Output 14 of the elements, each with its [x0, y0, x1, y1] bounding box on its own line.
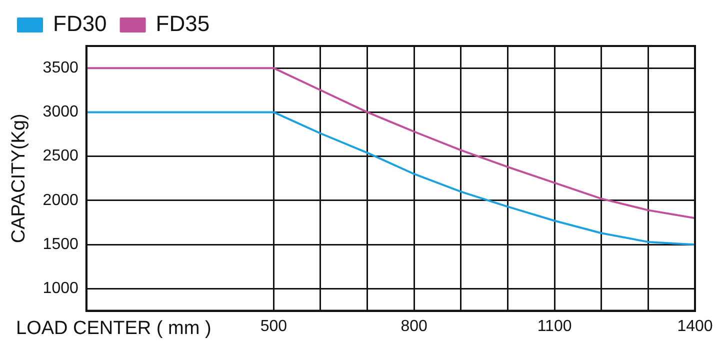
y-tick-label: 1500: [42, 236, 78, 254]
y-tick-label: 3000: [42, 104, 78, 121]
y-tick-label: 1000: [42, 280, 78, 298]
x-tick-label: 1400: [677, 318, 713, 335]
legend-label: FD30: [53, 11, 107, 36]
y-tick-label: 2000: [42, 192, 78, 209]
y-tick-label: 2500: [42, 148, 78, 165]
x-axis-title: LOAD CENTER ( mm ): [16, 318, 212, 340]
y-tick-label: 3500: [42, 59, 78, 76]
x-tick-label: 1100: [537, 318, 572, 335]
x-tick-label: 800: [400, 318, 428, 335]
y-axis-title: CAPACITY(Kg): [8, 114, 30, 244]
x-tick-label: 500: [260, 318, 288, 335]
legend-label: FD35: [156, 11, 210, 36]
